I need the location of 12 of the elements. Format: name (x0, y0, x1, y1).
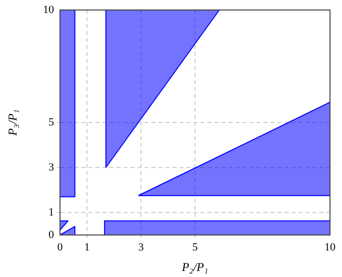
y-tick-label: 10 (43, 4, 54, 16)
x-axis-title: P₂/P₁ (180, 260, 208, 274)
y-axis-title: P₃/P₁ (5, 109, 20, 137)
y-tick-label: 0 (48, 228, 54, 241)
y-tick-label: 1 (48, 206, 54, 218)
x-tick-label: 5 (192, 241, 198, 254)
y-tick-label: 5 (48, 116, 54, 128)
y-tick-label: 3 (48, 161, 54, 174)
x-tick-label: 3 (138, 241, 144, 254)
x-tick-label: 1 (84, 241, 90, 254)
x-tick-label: 0 (57, 241, 64, 254)
x-tick-label: 10 (324, 241, 336, 254)
